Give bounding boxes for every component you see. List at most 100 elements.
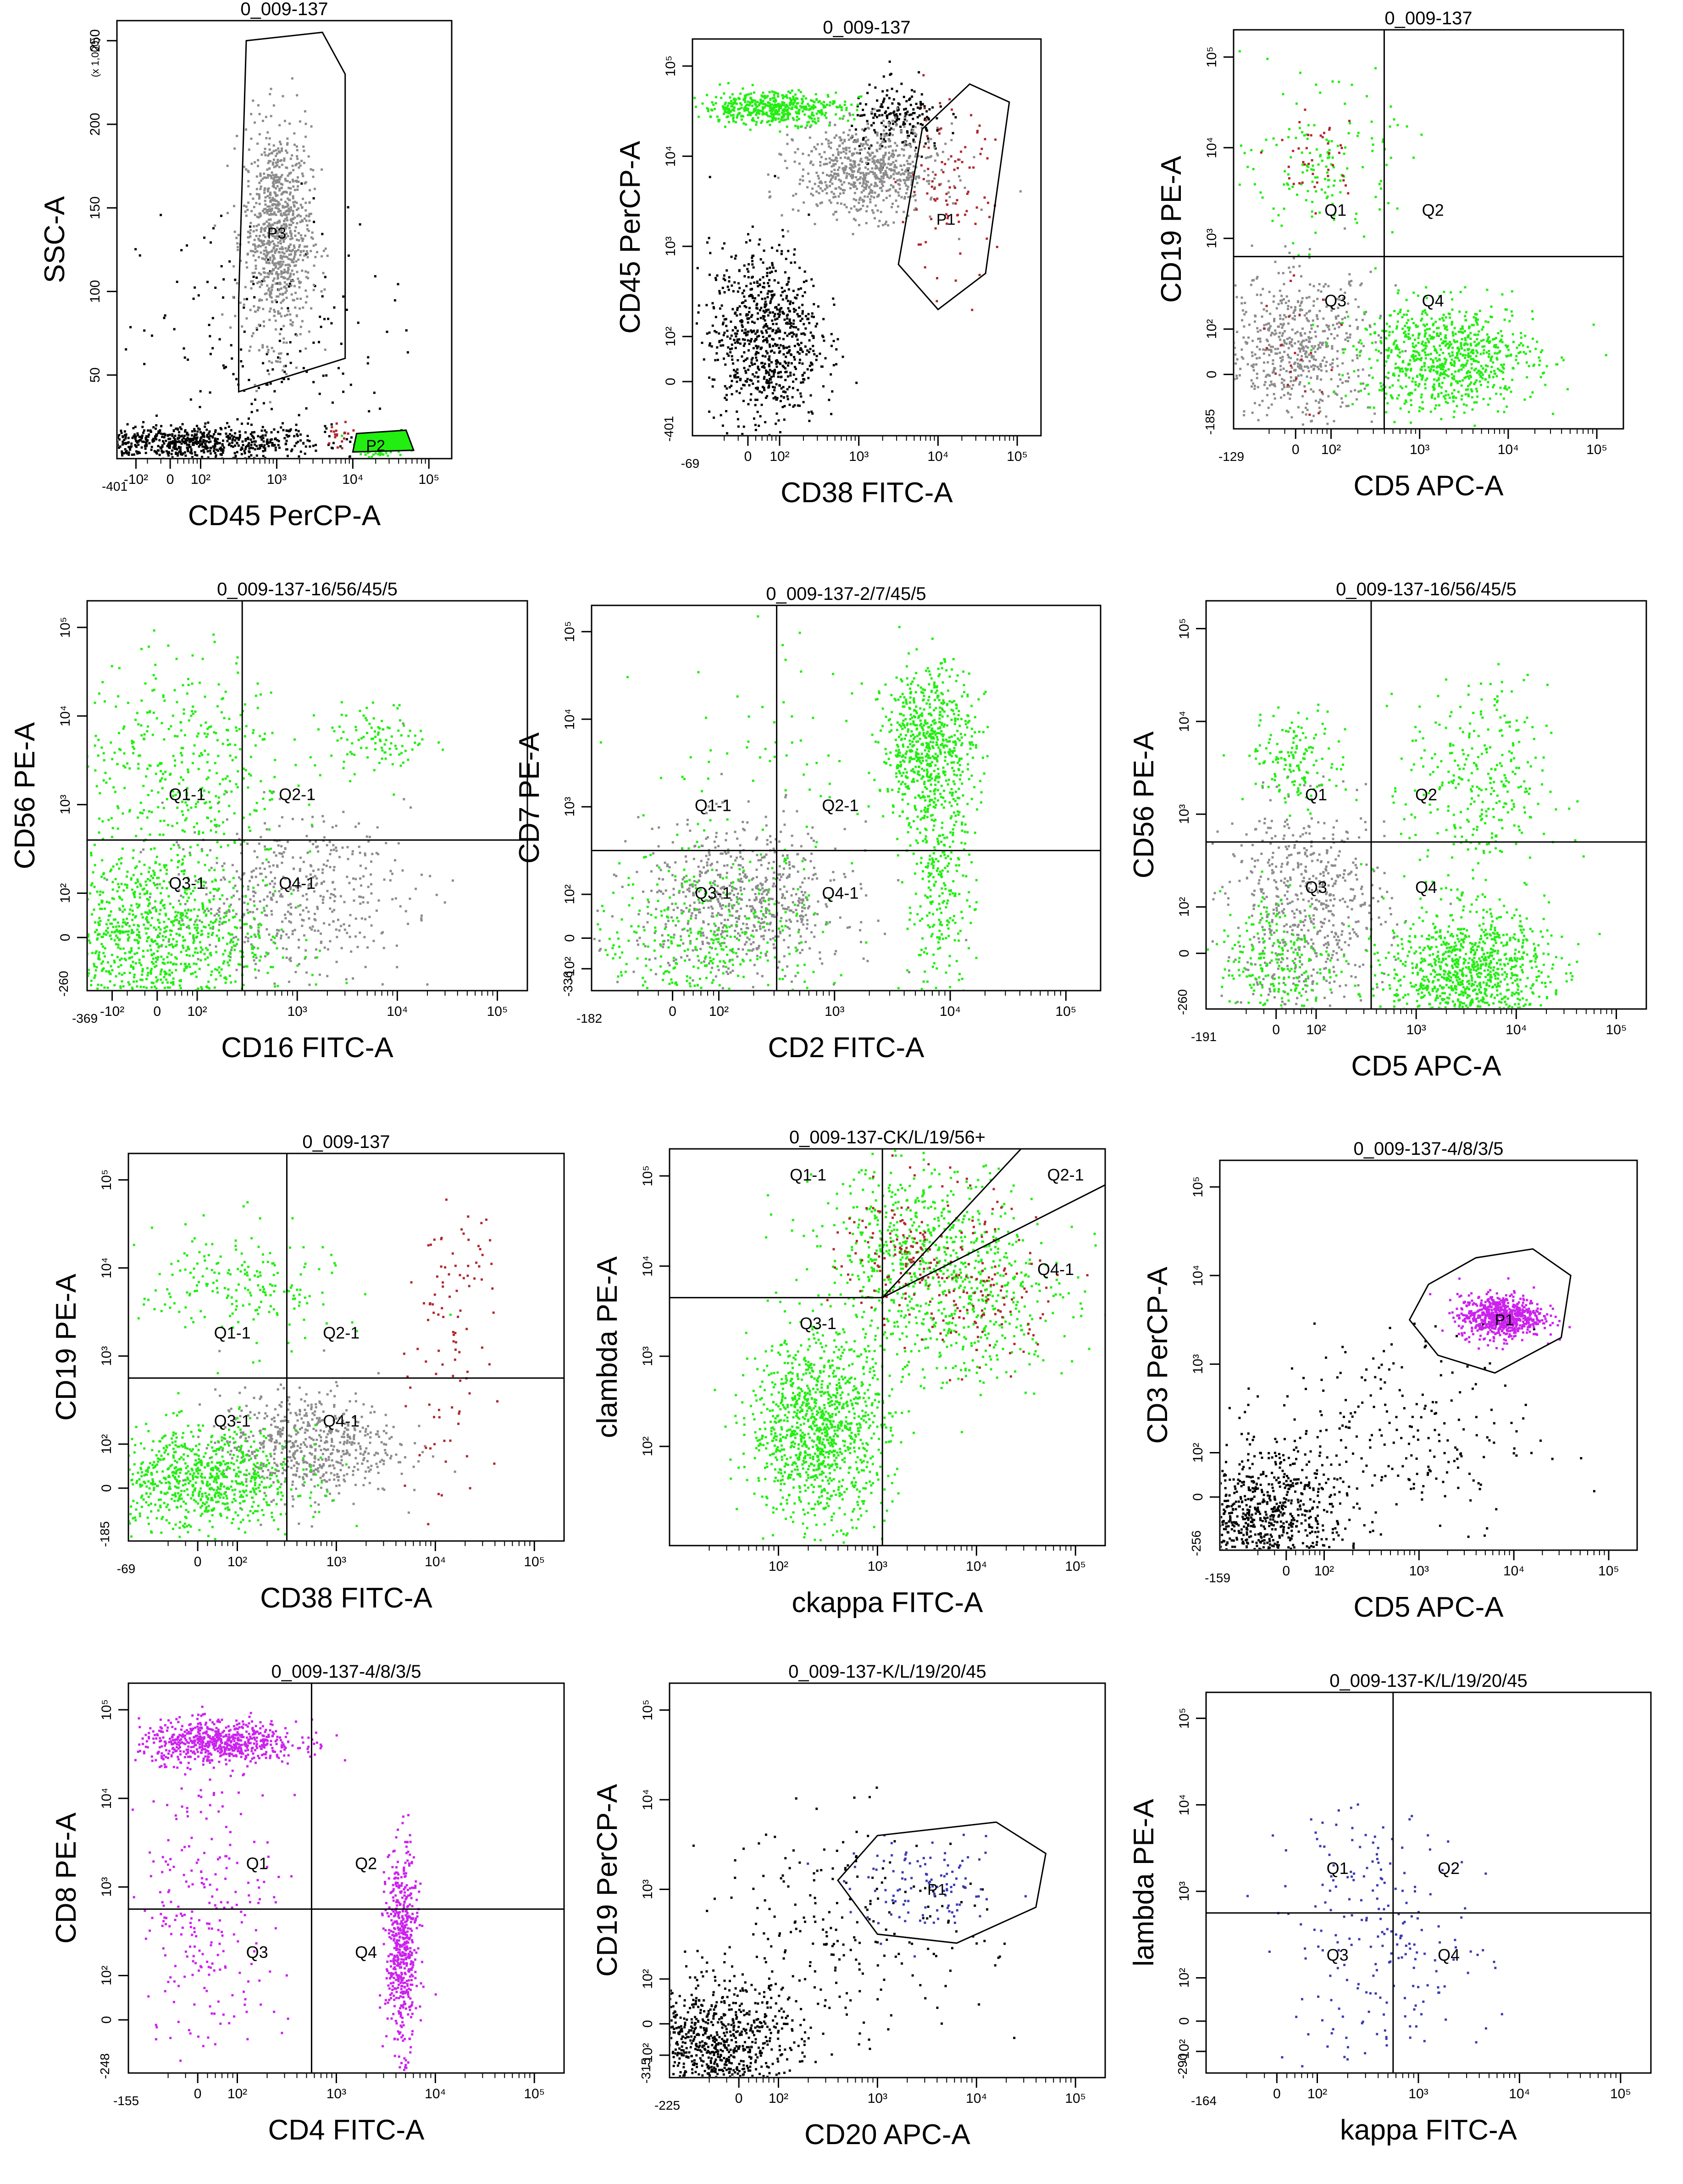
y-tick-label: 10⁵ — [58, 617, 73, 638]
quadrant-label: Q4-1 — [1037, 1260, 1074, 1279]
x-axis-label: CD45 PerCP-A — [188, 500, 381, 532]
quadrant-label: Q2 — [1415, 785, 1437, 804]
y-tick-label: 10⁴ — [640, 1255, 655, 1276]
y-tick-label: 10³ — [1177, 804, 1192, 824]
x-axis-label: CD5 APC-A — [1353, 1591, 1504, 1623]
population-green — [693, 82, 863, 133]
y-tick-label: 10⁵ — [1204, 46, 1219, 67]
plot-title: 0_009-137-2/7/45/5 — [766, 584, 926, 604]
plot-panel-4: 0_009-137-16/56/45/5 CD16 FITC-A CD56 PE-A… — [9, 579, 528, 1064]
population-green — [868, 626, 989, 864]
x-tick-label: 10³ — [849, 449, 869, 464]
x-tick-label: -10² — [124, 472, 148, 487]
y-tick-label: 10⁵ — [562, 621, 577, 642]
event-dots — [714, 1150, 1104, 1544]
y-tick-label: 10⁵ — [99, 1170, 114, 1191]
x-tick-label: 10² — [1307, 2086, 1327, 2101]
gate-P1 — [1408, 1248, 1572, 1374]
y-tick-label: 10² — [1190, 1443, 1206, 1463]
event-dots — [88, 629, 454, 990]
x-axis-label: ckappa FITC-A — [792, 1587, 984, 1619]
y-tick-label: 10⁵ — [1177, 1708, 1192, 1729]
x-tick-label: 0 — [1272, 1022, 1280, 1037]
event-dots — [1207, 663, 1601, 1008]
plot-title: 0_009-137-K/L/19/20/45 — [788, 1662, 986, 1682]
quadrant-label: Q3-1 — [214, 1411, 251, 1430]
y-tick-label: 10⁵ — [640, 1700, 655, 1721]
gate-P1 — [897, 83, 1010, 310]
plot-title: 0_009-137-4/8/3/5 — [1354, 1139, 1504, 1159]
x-min-label: -155 — [113, 2094, 139, 2108]
y-tick-label: 0 — [562, 934, 577, 942]
y-tick-label: 10⁵ — [663, 55, 678, 77]
y-tick-label: 10⁵ — [1177, 618, 1192, 639]
x-tick-label: 10⁴ — [1506, 1022, 1527, 1037]
quadrant-label: Q4-1 — [279, 874, 316, 892]
gate-label: P3 — [267, 225, 287, 242]
x-tick-label: 10⁴ — [966, 1559, 987, 1574]
x-tick-label: -10² — [100, 1004, 124, 1019]
y-tick-label: 0 — [1177, 2017, 1192, 2025]
x-tick-label: 0 — [166, 472, 174, 487]
plot-frame — [127, 1153, 565, 1542]
x-tick-label: 10² — [187, 1004, 207, 1019]
x-tick-label: 10³ — [868, 2091, 887, 2106]
x-min-label: -401 — [102, 479, 127, 493]
x-tick-label: 10³ — [327, 2086, 346, 2101]
y-tick-label: -10² — [562, 957, 577, 981]
x-tick-label: 0 — [194, 1554, 202, 1569]
x-tick-label: 10³ — [327, 1554, 346, 1569]
y-axis-label: CD19 PE-A — [1156, 155, 1187, 303]
x-min-label: -69 — [681, 456, 699, 471]
x-axis-label: CD20 APC-A — [804, 2119, 970, 2151]
x-tick-label: 10² — [770, 449, 789, 464]
plot-title: 0_009-137 — [1384, 8, 1472, 28]
x-tick-label: 0 — [1273, 2086, 1281, 2101]
quadrant-label: Q2 — [355, 1854, 377, 1873]
quadrant-label: Q1-1 — [169, 785, 205, 804]
x-tick-label: 10⁴ — [342, 472, 363, 487]
x-tick-label: 10² — [769, 2091, 788, 2106]
plot-panel-7: 0_009-137 CD38 FITC-A CD19 PE-A 0 10² 10³ 10⁴ 1… — [50, 1132, 565, 1614]
plot-frame — [669, 1148, 1106, 1547]
x-tick-label: 0 — [1282, 1563, 1290, 1579]
plot-panel-11: 0_009-137-K/L/19/20/45 CD20 APC-A CD19 Per… — [592, 1662, 1106, 2151]
y-tick-label: 0 — [99, 1484, 114, 1492]
x-tick-label: 0 — [744, 449, 752, 464]
y-axis-label: CD56 PE-A — [1128, 731, 1160, 878]
x-tick-label: 10² — [709, 1004, 729, 1019]
y-min-label: -336 — [561, 971, 575, 997]
y-axis-label: CD45 PerCP-A — [615, 141, 646, 334]
plot-panel-8: 0_009-137-CK/L/19/56+ckappa FITC-A clambd… — [592, 1127, 1106, 1619]
x-tick-label: 10⁵ — [524, 2086, 545, 2101]
y-tick-label: 10³ — [1190, 1354, 1206, 1374]
plot-panel-5: 0_009-137-2/7/45/5 CD2 FITC-A CD7 PE-A 0 10²… — [514, 584, 1102, 1064]
x-tick-label: 10² — [1321, 442, 1341, 457]
y-min-label: -248 — [98, 2053, 112, 2079]
y-axis-label: lambda PE-A — [1128, 1799, 1160, 1967]
population-green — [1307, 286, 1607, 427]
y-axis-label: CD19 PE-A — [50, 1274, 82, 1421]
x-tick-label: 10⁴ — [1503, 1563, 1524, 1579]
y-tick-label: 150 — [88, 196, 103, 219]
y-min-label: -185 — [98, 1521, 112, 1547]
y-tick-label: 0 — [663, 378, 678, 386]
y-tick-label: 10² — [640, 1969, 655, 1989]
quadrant-label: Q3 — [1324, 291, 1346, 310]
x-tick-label: 10³ — [1410, 442, 1429, 457]
y-min-label: -260 — [56, 971, 71, 997]
y-min-label: -260 — [1175, 989, 1190, 1015]
x-tick-label: 0 — [194, 2086, 202, 2101]
x-tick-label: 10³ — [868, 1559, 887, 1574]
y-axis-label: CD7 PE-A — [514, 732, 545, 864]
quadrant-label: Q3-1 — [800, 1314, 836, 1333]
y-axis-label: CD8 PE-A — [50, 1812, 82, 1944]
x-min-label: -159 — [1205, 1571, 1230, 1585]
x-tick-label: 10² — [1306, 1022, 1326, 1037]
population-green — [133, 1201, 452, 1375]
y-min-label: -315 — [639, 2058, 653, 2084]
x-axis-label: CD2 FITC-A — [768, 1032, 925, 1064]
x-axis-label: CD5 APC-A — [1353, 470, 1504, 502]
population-green — [317, 701, 444, 796]
